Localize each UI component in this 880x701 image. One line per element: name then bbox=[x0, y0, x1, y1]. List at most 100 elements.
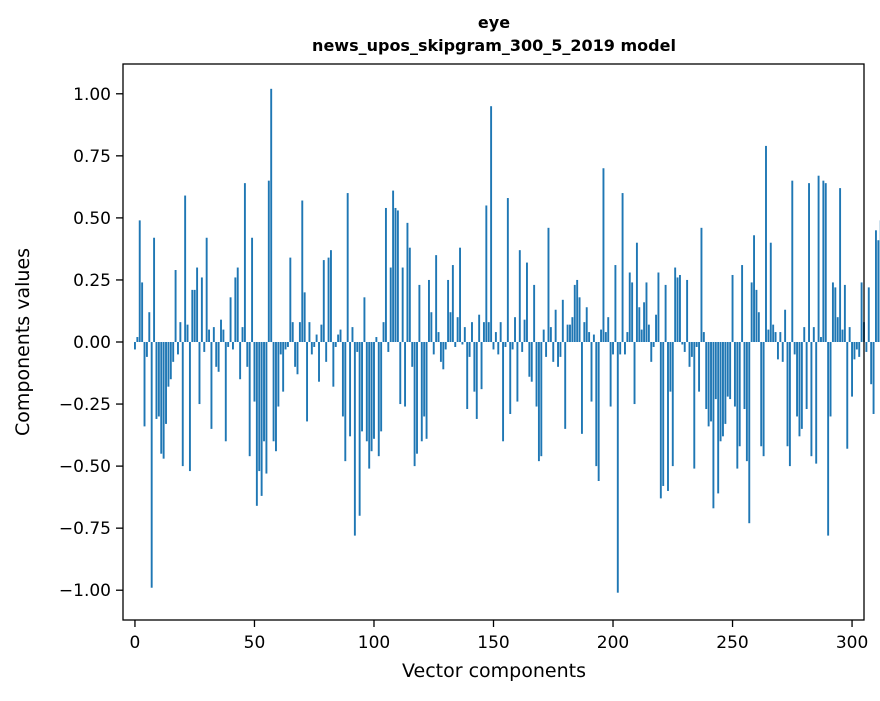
bar-146 bbox=[483, 322, 485, 342]
bar-227 bbox=[677, 277, 679, 342]
bar-9 bbox=[156, 342, 158, 419]
bar-267 bbox=[772, 325, 774, 342]
bar-7 bbox=[151, 342, 153, 588]
x-tick-label: 200 bbox=[597, 633, 629, 653]
bar-190 bbox=[588, 332, 590, 342]
bar-73 bbox=[308, 322, 310, 342]
bar-99 bbox=[371, 342, 373, 451]
bar-27 bbox=[199, 342, 201, 404]
bar-301 bbox=[853, 342, 855, 359]
bar-185 bbox=[576, 280, 578, 342]
bar-5 bbox=[146, 342, 148, 357]
bar-140 bbox=[469, 342, 471, 357]
bar-30 bbox=[206, 238, 208, 342]
bar-205 bbox=[624, 342, 626, 354]
bar-180 bbox=[564, 342, 566, 429]
bar-217 bbox=[653, 342, 655, 347]
bar-257 bbox=[748, 342, 750, 523]
bar-259 bbox=[753, 235, 755, 342]
bar-18 bbox=[177, 342, 179, 354]
bar-233 bbox=[691, 342, 693, 357]
bar-283 bbox=[810, 342, 812, 456]
bar-121 bbox=[423, 342, 425, 416]
bar-202 bbox=[617, 342, 619, 593]
bar-203 bbox=[619, 342, 621, 354]
bar-274 bbox=[789, 342, 791, 466]
bar-145 bbox=[481, 342, 483, 389]
bar-161 bbox=[519, 250, 521, 342]
bar-142 bbox=[473, 342, 475, 392]
bar-199 bbox=[610, 342, 612, 407]
bar-292 bbox=[832, 282, 834, 342]
bar-3 bbox=[141, 282, 143, 342]
bar-263 bbox=[763, 342, 765, 456]
bar-45 bbox=[242, 327, 244, 342]
bar-194 bbox=[598, 342, 600, 481]
bar-181 bbox=[567, 325, 569, 342]
bar-255 bbox=[744, 342, 746, 409]
bar-50 bbox=[254, 342, 256, 402]
bar-116 bbox=[411, 342, 413, 367]
bar-100 bbox=[373, 342, 375, 439]
bar-97 bbox=[366, 342, 368, 441]
bar-106 bbox=[387, 342, 389, 352]
bar-237 bbox=[701, 228, 703, 342]
bar-240 bbox=[708, 342, 710, 426]
bar-125 bbox=[433, 342, 435, 354]
bar-75 bbox=[313, 342, 315, 347]
bar-19 bbox=[179, 322, 181, 342]
bar-213 bbox=[643, 302, 645, 342]
bar-310 bbox=[875, 230, 877, 342]
bar-114 bbox=[406, 223, 408, 342]
bar-224 bbox=[669, 342, 671, 392]
bar-138 bbox=[464, 327, 466, 342]
bar-206 bbox=[626, 332, 628, 342]
bar-179 bbox=[562, 300, 564, 342]
bar-115 bbox=[409, 248, 411, 342]
bar-108 bbox=[392, 191, 394, 342]
x-tick-label: 150 bbox=[477, 633, 509, 653]
bar-76 bbox=[316, 335, 318, 342]
y-tick-label: 0.00 bbox=[73, 333, 111, 353]
bar-21 bbox=[184, 196, 186, 342]
bar-271 bbox=[782, 342, 784, 362]
bar-277 bbox=[796, 342, 798, 416]
bar-294 bbox=[837, 317, 839, 342]
bar-178 bbox=[559, 342, 561, 357]
bar-61 bbox=[280, 342, 282, 354]
bar-215 bbox=[648, 325, 650, 342]
bar-98 bbox=[368, 342, 370, 469]
bar-20 bbox=[182, 342, 184, 466]
bar-144 bbox=[478, 315, 480, 342]
bar-280 bbox=[803, 327, 805, 342]
bar-120 bbox=[421, 342, 423, 441]
bar-1 bbox=[136, 337, 138, 342]
bar-249 bbox=[729, 342, 731, 399]
bar-229 bbox=[681, 342, 683, 344]
bar-135 bbox=[457, 317, 459, 342]
y-tick-label: −0.25 bbox=[59, 395, 111, 415]
bar-42 bbox=[234, 277, 236, 342]
bar-33 bbox=[213, 327, 215, 342]
bar-197 bbox=[605, 332, 607, 342]
bar-26 bbox=[196, 268, 198, 342]
bar-64 bbox=[287, 342, 289, 347]
bar-71 bbox=[304, 292, 306, 342]
bar-35 bbox=[218, 342, 220, 372]
bar-211 bbox=[638, 307, 640, 342]
y-tick-label: −0.75 bbox=[59, 519, 111, 539]
bar-79 bbox=[323, 260, 325, 342]
bar-11 bbox=[160, 342, 162, 454]
bar-218 bbox=[655, 315, 657, 342]
bar-123 bbox=[428, 280, 430, 342]
bar-72 bbox=[306, 342, 308, 421]
bar-159 bbox=[514, 317, 516, 342]
bar-223 bbox=[667, 342, 669, 491]
bar-208 bbox=[631, 282, 633, 342]
bar-220 bbox=[660, 342, 662, 498]
bar-83 bbox=[332, 342, 334, 387]
bar-162 bbox=[521, 342, 523, 352]
bar-219 bbox=[657, 273, 659, 343]
bar-70 bbox=[301, 201, 303, 342]
bar-103 bbox=[380, 342, 382, 431]
